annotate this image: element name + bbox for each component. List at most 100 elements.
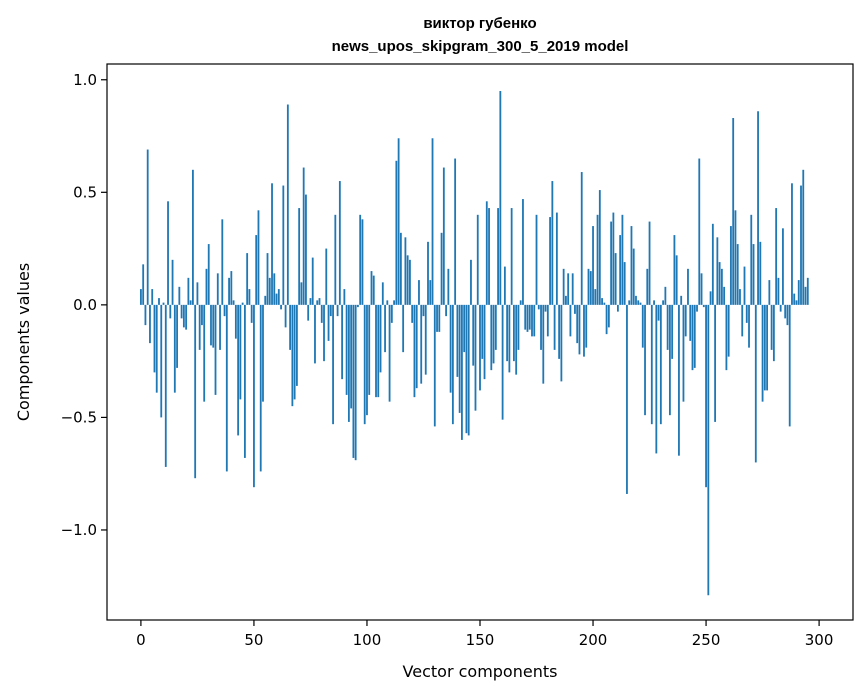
- bar: [253, 304, 255, 488]
- bar: [678, 304, 680, 456]
- bar: [635, 295, 637, 305]
- bar: [680, 295, 683, 305]
- bar: [770, 304, 773, 350]
- bar: [318, 298, 321, 305]
- bar: [483, 304, 486, 380]
- chart-title: виктор губенко: [423, 15, 536, 32]
- bar: [474, 304, 477, 411]
- bar: [176, 304, 178, 368]
- bar: [598, 190, 601, 305]
- bar: [682, 304, 685, 402]
- bar: [531, 304, 533, 337]
- bar: [454, 158, 457, 305]
- bar: [169, 304, 172, 319]
- bar: [424, 304, 427, 375]
- bar: [700, 273, 703, 305]
- bar: [366, 304, 368, 416]
- bar: [447, 268, 450, 305]
- bar: [350, 304, 353, 409]
- bar: [185, 304, 188, 330]
- bar: [427, 241, 429, 305]
- bar: [621, 214, 624, 305]
- bar: [601, 298, 603, 305]
- bar: [763, 304, 766, 391]
- bar: [519, 300, 522, 305]
- bar: [465, 304, 468, 434]
- x-axis-label: Vector components: [403, 662, 558, 681]
- y-tick-label: −0.5: [61, 408, 97, 426]
- bar: [788, 304, 791, 427]
- bar: [203, 304, 206, 402]
- bar: [673, 235, 676, 305]
- bar: [404, 237, 407, 305]
- bar: [438, 304, 441, 332]
- bar: [759, 241, 762, 305]
- bar: [155, 304, 158, 393]
- bar: [194, 304, 197, 479]
- bar: [273, 273, 276, 305]
- bar: [286, 104, 289, 305]
- bar: [576, 304, 579, 344]
- bar: [666, 304, 669, 350]
- bar: [372, 275, 375, 305]
- bar: [766, 304, 768, 391]
- bar: [711, 223, 714, 305]
- bar: [334, 214, 337, 305]
- bar: [707, 304, 710, 596]
- y-tick-label: −1.0: [61, 521, 97, 539]
- bar: [630, 226, 633, 305]
- bar: [795, 300, 798, 305]
- bar: [467, 304, 470, 436]
- x-tick-label: 150: [466, 631, 495, 649]
- bar: [662, 300, 665, 305]
- bar: [664, 286, 667, 305]
- bar: [182, 304, 185, 328]
- bar: [307, 304, 310, 321]
- bar: [587, 268, 590, 305]
- bar: [614, 253, 617, 305]
- bar: [510, 208, 513, 305]
- bar: [243, 304, 246, 458]
- bar: [671, 304, 674, 359]
- bar: [472, 304, 475, 366]
- bar: [241, 302, 244, 305]
- bar: [494, 304, 497, 350]
- bar: [775, 208, 778, 305]
- bar: [384, 304, 386, 353]
- bar: [411, 304, 414, 323]
- bar: [684, 304, 687, 337]
- bar: [173, 304, 176, 393]
- bar: [282, 185, 285, 305]
- bar: [623, 262, 626, 305]
- bar: [142, 264, 145, 305]
- bar: [641, 304, 644, 348]
- bar: [549, 217, 551, 305]
- bar: [293, 304, 296, 400]
- bar: [727, 304, 730, 357]
- bar: [449, 304, 452, 393]
- bar: [657, 304, 660, 321]
- bar: [637, 300, 640, 305]
- bar: [497, 208, 499, 305]
- bar: [259, 304, 262, 472]
- bar: [298, 208, 301, 305]
- bar: [160, 304, 163, 418]
- bar: [429, 280, 432, 305]
- bar: [574, 304, 576, 314]
- bar: [422, 304, 425, 317]
- bar: [144, 304, 147, 326]
- bar: [393, 300, 395, 305]
- bar: [390, 304, 393, 323]
- bar: [481, 304, 484, 359]
- bar: [311, 257, 314, 305]
- bar: [399, 232, 402, 305]
- bar: [433, 304, 436, 427]
- bar: [542, 304, 545, 384]
- bar: [553, 304, 556, 350]
- bar: [797, 280, 800, 305]
- bar: [284, 304, 287, 328]
- bar: [506, 304, 509, 362]
- bar: [741, 304, 744, 337]
- bar: [476, 214, 479, 305]
- bar: [379, 304, 382, 373]
